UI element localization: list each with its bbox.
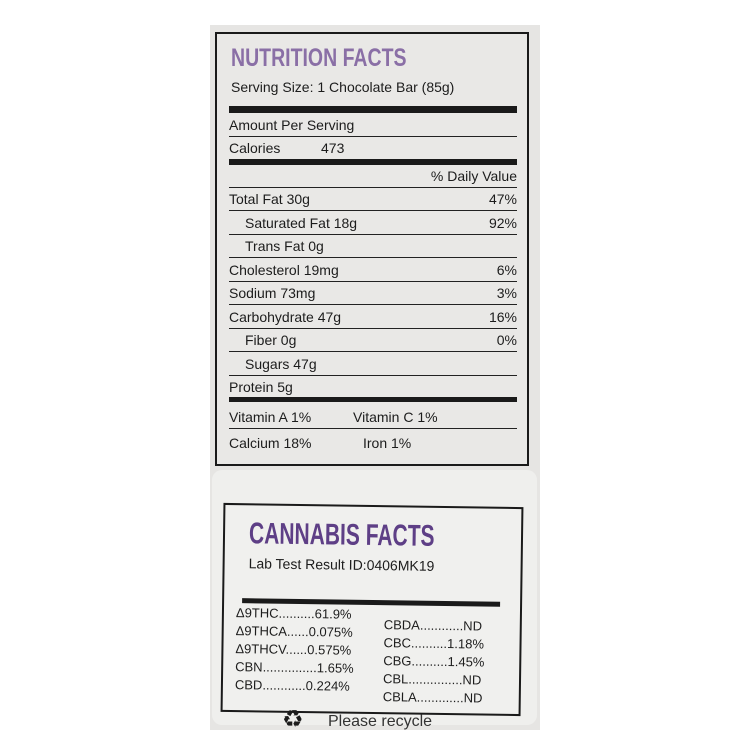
cannabis-title: CANNABIS FACTS (248, 517, 435, 553)
nutrient-value: 92% (488, 214, 517, 231)
daily-value-header: % Daily Value (229, 165, 517, 188)
recycle-icon: ♻ (282, 706, 304, 733)
nutrient-label: Total Fat 30g (229, 191, 310, 207)
nutrient-value: 3% (496, 285, 517, 301)
nutrient-value: 6% (496, 261, 517, 278)
nutrient-row: Protein 5g (229, 376, 517, 399)
label: Calories (229, 140, 281, 156)
calories-row: Calories 473 (229, 137, 517, 165)
cannabis-facts-panel: CANNABIS FACTS Lab Test Result ID:0406MK… (220, 502, 524, 717)
label: % Daily Value (430, 168, 517, 184)
cannabinoid-left: Δ9THCA......0.075% (235, 623, 353, 640)
calcium: Calcium 18% (229, 435, 312, 451)
nutrient-label: Trans Fat 0g (245, 238, 324, 254)
serving-size: Serving Size: 1 Chocolate Bar (85g) (231, 79, 455, 95)
nutrient-row: Fiber 0g 0% (229, 329, 517, 352)
nutrient-label: Carbohydrate 47g (229, 308, 342, 325)
nutrient-label: Sodium 73mg (229, 285, 316, 301)
nutrient-row: Carbohydrate 47g 16% (229, 306, 517, 329)
nutrient-value: 16% (488, 308, 517, 325)
nutrient-label: Protein 5g (229, 379, 293, 395)
vitamins-row: Vitamin A 1% Vitamin C 1% (229, 406, 517, 429)
iron: Iron 1% (363, 435, 412, 451)
nutrient-label: Cholesterol 19mg (229, 261, 339, 278)
nutrient-row: Sugars 47g (229, 353, 517, 376)
nutrient-row: Total Fat 30g 47% (229, 188, 517, 211)
calories-value: 473 (321, 140, 345, 156)
recycle-text: Please recycle (328, 713, 433, 730)
nutrition-facts-panel: NUTRITION FACTS Serving Size: 1 Chocolat… (215, 32, 529, 466)
divider (229, 106, 517, 113)
nutrient-label: Sugars 47g (245, 355, 317, 372)
nutrient-row: Sodium 73mg 3% (229, 282, 517, 305)
cannabinoid-left: Δ9THCV......0.575% (235, 641, 352, 658)
label: Amount Per Serving (229, 117, 355, 133)
nutrition-title: NUTRITION FACTS (231, 44, 407, 72)
amount-per-serving: Amount Per Serving (229, 114, 517, 137)
cannabinoid-right: CBLA.............ND (382, 689, 483, 706)
nutrient-row: Cholesterol 19mg 6% (229, 259, 517, 282)
lab-result-id: Lab Test Result ID:0406MK19 (248, 555, 435, 574)
vitamin-a: Vitamin A 1% (229, 409, 312, 425)
vitamin-c: Vitamin C 1% (353, 409, 438, 425)
cannabinoid-right: CBDA............ND (383, 617, 483, 634)
cannabinoid-right: CBC..........1.18% (383, 635, 485, 652)
nutrient-label: Saturated Fat 18g (245, 214, 358, 231)
nutrient-row: Saturated Fat 18g 92% (229, 212, 517, 235)
minerals-row: Calcium 18% Iron 1% (229, 432, 517, 454)
nutrient-row: Trans Fat 0g (229, 235, 517, 258)
nutrient-label: Fiber 0g (245, 332, 297, 348)
cannabinoid-right: CBG..........1.45% (383, 653, 485, 670)
cannabinoid-left: Δ9THC..........61.9% (235, 605, 352, 622)
nutrient-value: 47% (488, 191, 517, 207)
nutrient-value: 0% (496, 332, 517, 348)
cannabinoid-right: CBL...............ND (382, 671, 482, 688)
cannabinoid-left: CBN...............1.65% (235, 659, 354, 676)
divider (229, 397, 517, 402)
cannabinoid-left: CBD............0.224% (234, 677, 350, 694)
